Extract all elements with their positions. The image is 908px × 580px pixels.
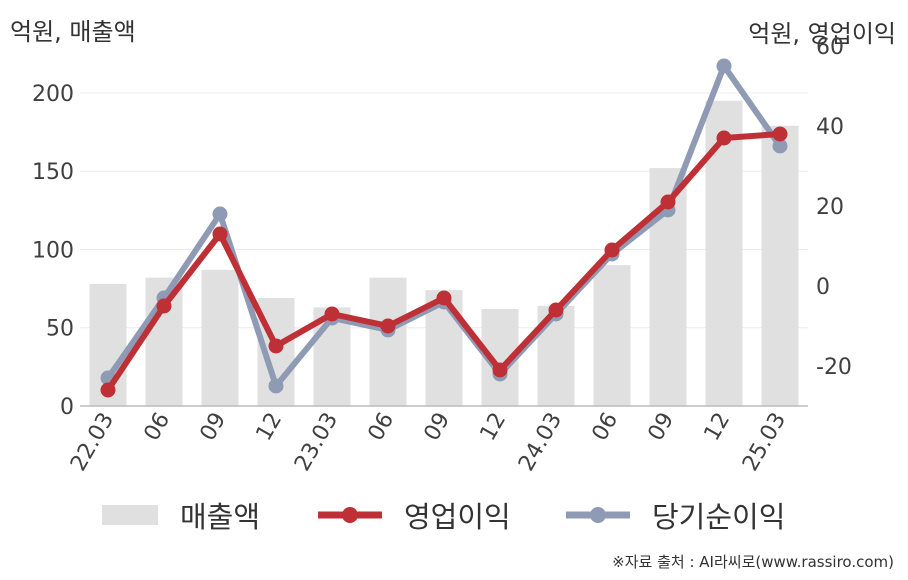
- operating-profit-point: [604, 242, 620, 258]
- profit-lines: [100, 58, 788, 398]
- x-tick-label: 25.03: [738, 409, 791, 476]
- right-tick-label: 40: [816, 115, 844, 140]
- legend-item-operating-profit: 영업이익: [318, 490, 511, 540]
- x-tick-label: 06: [588, 409, 624, 446]
- operating-profit-point: [660, 194, 676, 210]
- legend-operating-marker: [342, 507, 358, 523]
- right-tick-label: -20: [816, 355, 852, 380]
- x-tick-label: 12: [252, 409, 288, 446]
- left-tick-label: 150: [32, 160, 74, 185]
- legend-label-revenue: 매출액: [180, 500, 261, 534]
- operating-profit-point: [548, 302, 564, 318]
- revenue-bars: [89, 100, 799, 407]
- legend-line-swatch: [318, 507, 382, 523]
- x-tick-label: 06: [364, 409, 400, 446]
- left-axis-title: 억원, 매출액: [10, 18, 136, 46]
- legend-bar-swatch: [102, 505, 158, 525]
- revenue-bar: [761, 125, 799, 407]
- legend-label-operating-profit: 영업이익: [404, 500, 511, 534]
- operating-profit-point: [100, 382, 116, 398]
- x-tick-label: 24.03: [514, 409, 567, 476]
- source-note: ※자료 출처 : AI라씨로(www.rassiro.com): [612, 553, 894, 571]
- x-tick-label: 09: [196, 409, 232, 446]
- operating-profit-point: [716, 130, 732, 146]
- operating-profit-point: [212, 226, 228, 242]
- right-tick-label: 20: [816, 195, 844, 220]
- x-axis-ticks: 22.03 06 09 12 23.03 06 09 12 24.03 06 09 12 25.03: [66, 409, 791, 476]
- net-income-point: [716, 58, 732, 74]
- operating-profit-point: [268, 338, 284, 354]
- revenue-bar: [705, 100, 743, 407]
- legend-net-marker: [590, 507, 606, 523]
- x-tick-label: 09: [644, 409, 680, 446]
- x-tick-label: 22.03: [66, 409, 119, 476]
- left-tick-label: 0: [60, 395, 74, 420]
- legend-label-net-income: 당기순이익: [652, 500, 786, 534]
- operating-profit-point: [380, 318, 396, 334]
- net-income-point: [772, 138, 788, 154]
- net-income-point: [268, 378, 284, 394]
- legend: 매출액 영업이익 당기순이익: [0, 490, 908, 540]
- legend-line-swatch: [566, 507, 630, 523]
- x-tick-label: 09: [420, 409, 456, 446]
- legend-item-net-income: 당기순이익: [566, 490, 785, 540]
- left-axis-ticks: 0 50 100 150 200: [32, 82, 74, 420]
- net-income-point: [212, 206, 228, 222]
- left-tick-label: 50: [46, 317, 74, 342]
- legend-revenue-swatch: [102, 505, 158, 525]
- legend-item-revenue: 매출액: [102, 490, 260, 540]
- operating-profit-point: [156, 298, 172, 314]
- x-tick-label: 06: [140, 409, 176, 446]
- revenue-bar: [201, 269, 239, 406]
- right-tick-label: 0: [816, 275, 830, 300]
- right-tick-label: 60: [816, 35, 844, 60]
- x-tick-label: 12: [476, 409, 512, 446]
- right-axis-title: 억원, 영업이익: [748, 20, 896, 48]
- left-tick-label: 100: [32, 238, 74, 263]
- operating-profit-point: [492, 362, 508, 378]
- right-axis-ticks: -20 0 20 40 60: [816, 35, 852, 380]
- x-tick-label: 23.03: [290, 409, 343, 476]
- revenue-bar: [593, 265, 631, 406]
- operating-profit-point: [772, 126, 788, 142]
- revenue-bar: [369, 277, 407, 406]
- x-tick-label: 12: [700, 409, 736, 446]
- operating-profit-point: [436, 290, 452, 306]
- left-tick-label: 200: [32, 82, 74, 107]
- operating-profit-point: [324, 306, 340, 322]
